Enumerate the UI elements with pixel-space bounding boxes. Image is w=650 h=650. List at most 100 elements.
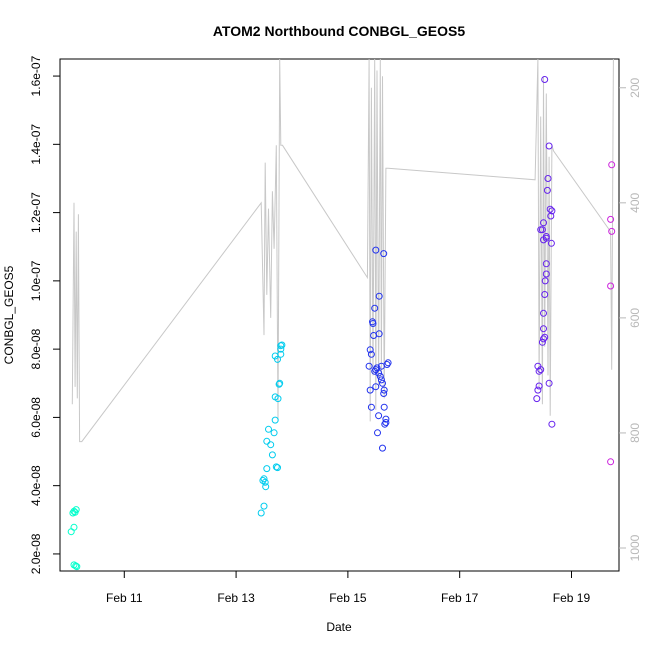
data-point xyxy=(277,350,285,358)
y-axis: 2.0e-08 4.0e-08 6.0e-08 8.0e-08 1.0e-07 1.2e-… xyxy=(29,55,60,574)
data-points-layer xyxy=(67,76,616,571)
x-tick-label: Feb 17 xyxy=(441,591,479,605)
y-tick-label: 6.0e-08 xyxy=(29,397,43,438)
data-point xyxy=(367,403,375,411)
y-tick-label: 1.0e-07 xyxy=(29,260,43,301)
data-point xyxy=(535,367,543,375)
data-point xyxy=(542,260,550,268)
data-point xyxy=(272,463,280,471)
data-point xyxy=(262,483,270,491)
data-point xyxy=(537,366,545,374)
data-point xyxy=(265,425,272,433)
data-point xyxy=(369,320,377,327)
data-point xyxy=(533,395,541,403)
data-point xyxy=(607,282,615,290)
data-point xyxy=(540,325,547,333)
data-point xyxy=(384,359,392,367)
right-pressure-axis: 200 400 600 800 1000 xyxy=(619,77,642,561)
right-tick-label: 800 xyxy=(628,423,642,443)
data-point xyxy=(271,416,279,424)
data-point xyxy=(535,382,543,390)
x-axis: Feb 11 Feb 13 Feb 15 Feb 17 Feb 19 xyxy=(106,571,590,605)
data-point xyxy=(380,250,388,258)
data-point xyxy=(366,386,374,394)
data-point xyxy=(608,227,616,235)
data-point xyxy=(545,142,553,150)
data-point xyxy=(377,362,385,370)
pressure-line xyxy=(71,58,614,443)
data-point xyxy=(544,175,552,182)
data-point xyxy=(270,429,278,437)
series-0 xyxy=(67,506,81,571)
data-point xyxy=(540,335,547,343)
data-point xyxy=(72,562,80,570)
data-point xyxy=(277,345,285,353)
data-point xyxy=(540,309,547,317)
data-point xyxy=(375,330,383,338)
right-tick-label: 600 xyxy=(628,308,642,328)
series-4 xyxy=(607,161,616,466)
pressure-line-layer xyxy=(71,58,614,443)
data-point xyxy=(261,478,269,486)
data-point xyxy=(540,219,547,227)
data-point xyxy=(538,226,546,234)
data-point xyxy=(257,509,265,517)
data-point xyxy=(547,212,555,220)
x-axis-label: Date xyxy=(326,620,352,634)
data-point xyxy=(276,379,284,387)
y-axis-label: CONBGL_GEOS5 xyxy=(2,265,16,364)
series-1 xyxy=(257,341,286,517)
data-point xyxy=(541,291,549,298)
right-tick-label: 400 xyxy=(628,192,642,212)
data-point xyxy=(534,386,542,394)
data-point xyxy=(608,161,616,169)
plot-frame xyxy=(59,58,620,572)
data-point xyxy=(263,437,271,445)
data-point xyxy=(380,390,388,397)
data-point xyxy=(372,246,380,254)
data-point xyxy=(72,506,80,514)
y-tick-label: 1.2e-07 xyxy=(29,192,43,233)
data-point xyxy=(277,342,285,350)
data-point xyxy=(267,441,275,449)
data-point xyxy=(274,395,282,403)
data-point xyxy=(541,76,549,83)
data-point xyxy=(545,379,553,387)
data-point xyxy=(379,444,386,452)
data-point xyxy=(366,346,374,354)
data-point xyxy=(607,458,615,466)
data-point xyxy=(382,415,390,423)
data-point xyxy=(380,386,388,394)
data-point xyxy=(548,420,556,428)
data-point xyxy=(372,383,380,391)
data-point xyxy=(278,341,286,349)
data-point xyxy=(260,502,268,510)
data-point xyxy=(73,563,81,571)
y-tick-label: 8.0e-08 xyxy=(29,328,43,369)
data-point xyxy=(542,270,550,278)
data-point xyxy=(70,523,78,531)
data-point xyxy=(67,528,75,536)
data-point xyxy=(259,477,267,484)
data-point xyxy=(365,362,373,370)
x-tick-label: Feb 13 xyxy=(217,591,255,605)
data-point xyxy=(543,186,551,194)
data-point xyxy=(382,419,390,426)
data-point xyxy=(547,239,555,247)
right-tick-label: 200 xyxy=(628,77,642,97)
chart-title: ATOM2 Northbound CONBGL_GEOS5 xyxy=(213,23,465,39)
data-point xyxy=(260,475,268,483)
data-point xyxy=(274,355,281,363)
data-point xyxy=(607,215,615,223)
data-point xyxy=(268,451,276,459)
data-point xyxy=(548,207,556,215)
series-2 xyxy=(365,246,392,452)
data-point xyxy=(377,376,385,384)
data-point xyxy=(274,464,281,472)
y-tick-label: 1.6e-07 xyxy=(29,55,43,96)
data-point xyxy=(538,338,546,346)
data-point xyxy=(542,234,550,242)
data-point xyxy=(374,429,381,437)
y-tick-label: 2.0e-08 xyxy=(29,533,43,574)
